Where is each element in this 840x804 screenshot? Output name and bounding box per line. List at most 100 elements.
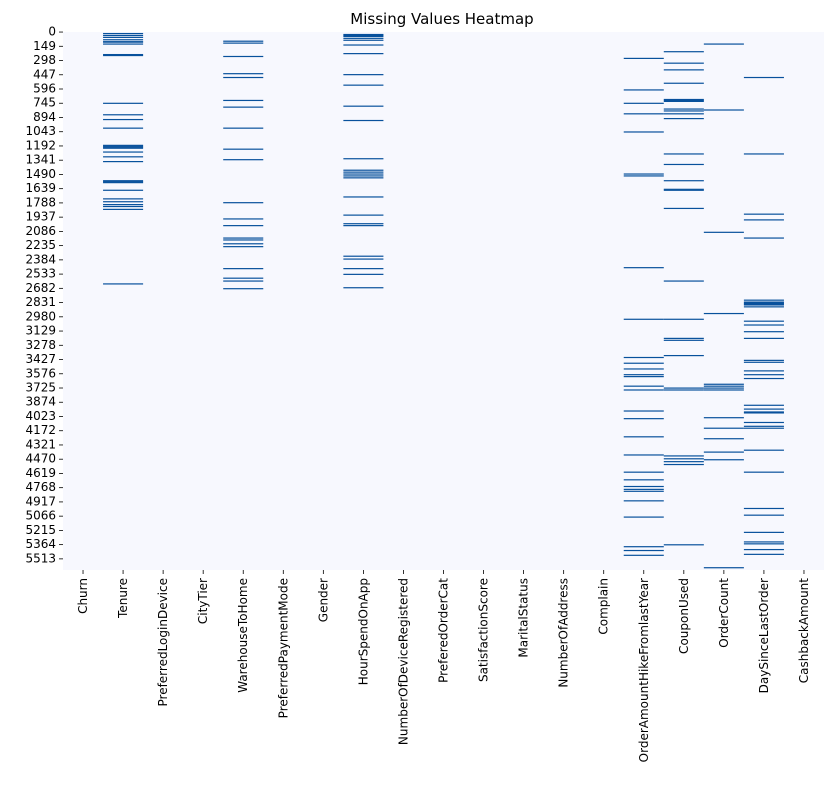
missing-cell bbox=[703, 389, 744, 391]
missing-cell bbox=[663, 389, 704, 391]
missing-cell bbox=[663, 62, 704, 64]
missing-cell bbox=[743, 337, 784, 339]
missing-cell bbox=[343, 175, 384, 177]
missing-cell bbox=[623, 175, 664, 177]
missing-cell bbox=[223, 159, 264, 161]
missing-cell bbox=[343, 173, 384, 175]
missing-cell bbox=[103, 114, 144, 116]
missing-cell bbox=[623, 173, 664, 175]
missing-cell bbox=[343, 287, 384, 289]
missing-cell bbox=[743, 507, 784, 510]
missing-cell bbox=[743, 377, 784, 380]
heatmap-background bbox=[63, 32, 824, 570]
missing-cell bbox=[343, 177, 384, 179]
missing-cell bbox=[103, 181, 144, 183]
missing-cell bbox=[103, 198, 144, 200]
y-tick-label: 1192 bbox=[25, 138, 56, 152]
missing-cell bbox=[743, 331, 784, 333]
missing-cell bbox=[343, 44, 384, 46]
y-tick-label: 4768 bbox=[25, 480, 56, 494]
missing-cell bbox=[663, 387, 704, 389]
missing-cell bbox=[103, 146, 144, 148]
y-tick-label: 1937 bbox=[25, 210, 56, 224]
missing-cell bbox=[703, 312, 744, 315]
missing-cell bbox=[223, 243, 264, 245]
y-tick-label: 2682 bbox=[25, 281, 56, 295]
missing-cell bbox=[343, 214, 384, 216]
missing-cell bbox=[743, 408, 784, 410]
missing-cell bbox=[663, 98, 704, 101]
missing-cell bbox=[343, 196, 384, 198]
y-tick-label: 2980 bbox=[25, 309, 56, 323]
missing-cell bbox=[343, 268, 384, 270]
missing-cell bbox=[703, 385, 744, 387]
y-tick-label: 298 bbox=[33, 53, 56, 67]
missing-cell bbox=[623, 318, 664, 320]
y-tick-label: 596 bbox=[33, 82, 56, 96]
x-tick-label: NumberOfAddress bbox=[557, 578, 571, 688]
y-tick-label: 894 bbox=[33, 110, 56, 124]
missing-cell bbox=[223, 76, 264, 79]
missing-cell bbox=[703, 438, 744, 440]
missing-cell bbox=[623, 267, 664, 269]
missing-cell bbox=[623, 57, 664, 60]
x-tick-label: OrderCount bbox=[717, 578, 731, 648]
missing-cell bbox=[663, 463, 704, 466]
y-tick-label: 0 bbox=[48, 25, 56, 39]
missing-cell bbox=[223, 288, 264, 290]
y-tick-label: 4321 bbox=[25, 437, 56, 451]
missing-cell bbox=[743, 427, 784, 429]
x-tick-label: PreferedOrderCat bbox=[437, 578, 451, 683]
missing-cell bbox=[623, 490, 664, 492]
missing-cell bbox=[623, 368, 664, 370]
x-tick-label: MaritalStatus bbox=[517, 578, 531, 658]
missing-cell bbox=[703, 43, 744, 45]
y-tick-label: 1490 bbox=[25, 167, 56, 181]
missing-cell bbox=[103, 201, 144, 203]
x-tick-label: PreferredLoginDevice bbox=[156, 578, 170, 707]
missing-cell bbox=[103, 54, 144, 57]
missing-cell bbox=[343, 258, 384, 260]
missing-cell bbox=[703, 383, 744, 385]
missing-cell bbox=[623, 436, 664, 438]
x-tick-label: OrderAmountHikeFromlastYear bbox=[637, 578, 651, 762]
missing-cell bbox=[103, 205, 144, 208]
y-tick-label: 1639 bbox=[25, 181, 56, 195]
missing-cell bbox=[623, 385, 664, 387]
missing-cell bbox=[103, 180, 144, 182]
y-tick-label: 745 bbox=[33, 96, 56, 110]
missing-cell bbox=[743, 449, 784, 451]
y-tick-label: 2533 bbox=[25, 267, 56, 281]
missing-cell bbox=[623, 516, 664, 518]
missing-cell bbox=[623, 454, 664, 456]
missing-cell bbox=[703, 231, 744, 233]
missing-cell bbox=[103, 39, 144, 41]
missing-cell bbox=[663, 118, 704, 120]
missing-cell bbox=[663, 153, 704, 155]
chart-title: Missing Values Heatmap bbox=[350, 10, 533, 28]
missing-cell bbox=[223, 225, 264, 227]
missing-cell bbox=[743, 153, 784, 155]
missing-cell bbox=[623, 410, 664, 412]
missing-cell bbox=[743, 412, 784, 414]
y-tick-label: 5066 bbox=[25, 509, 56, 523]
y-tick-label: 2086 bbox=[25, 224, 56, 238]
x-tick-label: Gender bbox=[316, 578, 330, 622]
missing-cell bbox=[343, 39, 384, 41]
missing-cell bbox=[103, 102, 144, 104]
x-tick-label: CouponUsed bbox=[677, 578, 691, 654]
x-tick-label: SatisfactionScore bbox=[477, 578, 491, 682]
missing-cell bbox=[623, 549, 664, 552]
missing-cell bbox=[343, 171, 384, 173]
missing-cell bbox=[743, 301, 784, 303]
y-tick-label: 3278 bbox=[25, 338, 56, 352]
y-tick-label: 4619 bbox=[25, 466, 56, 480]
missing-cell bbox=[103, 204, 144, 206]
x-tick-label: DaySinceLastOrder bbox=[757, 578, 771, 693]
missing-cell bbox=[343, 74, 384, 76]
missing-cell bbox=[343, 223, 384, 225]
x-tick-label: Tenure bbox=[116, 578, 130, 619]
y-tick-label: 1788 bbox=[25, 195, 56, 209]
missing-cells bbox=[103, 32, 784, 569]
